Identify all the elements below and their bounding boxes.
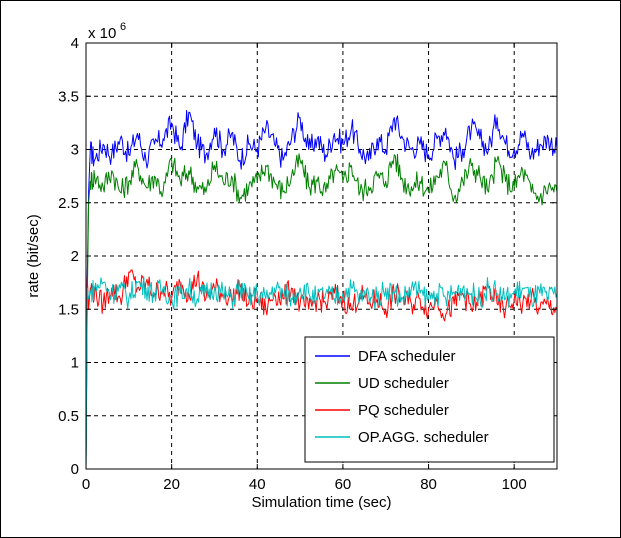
x-tick-label: 60 bbox=[335, 476, 352, 493]
y-tick-label: 3 bbox=[71, 142, 79, 159]
y-tick-label: 0 bbox=[71, 461, 79, 478]
y-tick-label: 2 bbox=[71, 248, 79, 265]
y-exponent-power: 6 bbox=[120, 21, 126, 33]
series-line-2 bbox=[85, 153, 558, 470]
axis-ticks: 0 20 40 60 80 100 0 0.5 1 1.5 2 2.5 3 3.5 4 bbox=[58, 35, 557, 493]
y-exponent-label: x 10 bbox=[88, 25, 116, 42]
series-line-1 bbox=[85, 109, 558, 470]
x-tick-label: 0 bbox=[82, 476, 90, 493]
series-line-4 bbox=[85, 276, 558, 470]
x-tick-label: 100 bbox=[502, 476, 527, 493]
legend-label: OP.AGG. scheduler bbox=[358, 429, 489, 446]
y-tick-label: 2.5 bbox=[58, 195, 79, 212]
legend: DFA scheduler UD scheduler PQ scheduler OP.… bbox=[304, 336, 555, 463]
y-tick-label: 1.5 bbox=[58, 301, 79, 318]
series-lines bbox=[85, 109, 558, 470]
legend-label: UD scheduler bbox=[358, 375, 449, 392]
y-tick-label: 3.5 bbox=[58, 88, 79, 105]
x-axis-label: Simulation time (sec) bbox=[251, 494, 391, 511]
x-tick-label: 80 bbox=[420, 476, 437, 493]
legend-label: DFA scheduler bbox=[358, 348, 456, 365]
y-tick-label: 4 bbox=[71, 35, 79, 52]
y-axis-label: rate (bit/sec) bbox=[25, 214, 42, 297]
y-tick-label: 0.5 bbox=[58, 408, 79, 425]
x-tick-label: 20 bbox=[163, 476, 180, 493]
x-tick-label: 40 bbox=[249, 476, 266, 493]
legend-label: PQ scheduler bbox=[358, 402, 449, 419]
legend-box bbox=[304, 336, 555, 463]
y-tick-label: 1 bbox=[71, 355, 79, 372]
